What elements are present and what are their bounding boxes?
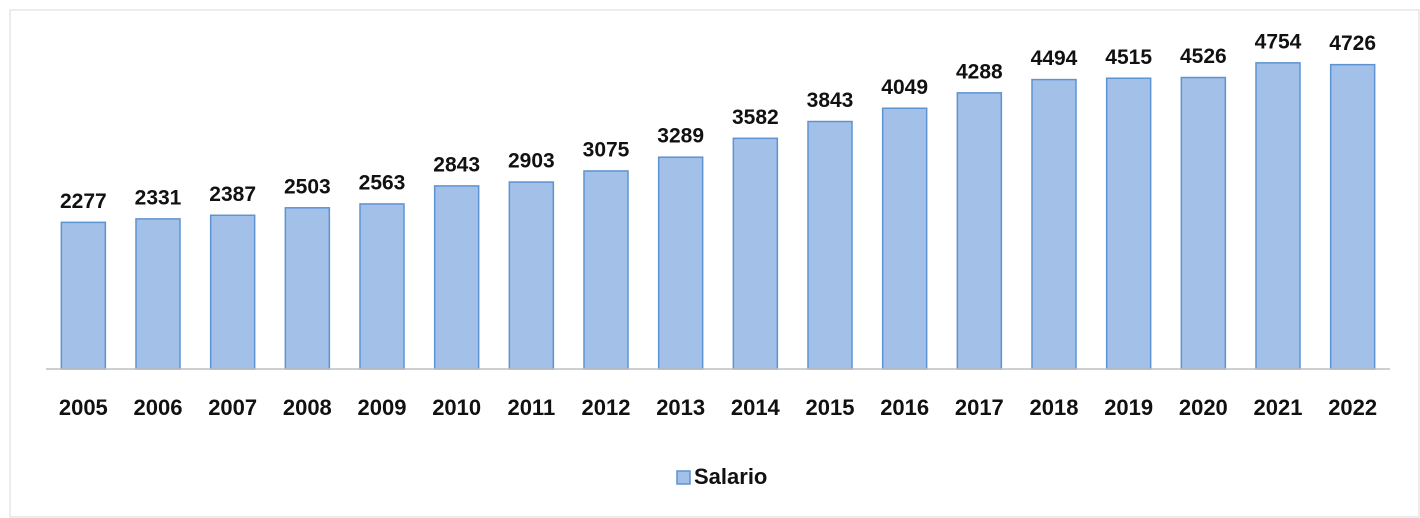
data-label: 4726 [1329, 32, 1376, 55]
bar [807, 120, 853, 370]
x-tick-label: 2011 [507, 395, 555, 420]
x-tick-label: 2013 [656, 395, 705, 420]
x-tick-label: 2017 [955, 395, 1004, 420]
x-tick-label: 2018 [1030, 395, 1079, 420]
x-tick-label: 2006 [134, 395, 183, 420]
bar [209, 214, 256, 370]
x-tick-label: 2009 [358, 395, 407, 420]
bar [508, 181, 555, 370]
x-tick-label: 2010 [432, 395, 481, 420]
data-label: 3075 [583, 139, 630, 162]
x-tick-label: 2007 [208, 395, 257, 420]
bar [135, 218, 181, 370]
x-tick-label: 2020 [1179, 395, 1228, 420]
bar [881, 107, 928, 370]
bar [1329, 63, 1376, 370]
x-tick-label: 2008 [283, 395, 332, 420]
bar [284, 207, 331, 370]
bar [956, 92, 1003, 370]
x-tick-label: 2012 [582, 395, 631, 420]
bar [583, 170, 629, 370]
bar [657, 156, 704, 370]
data-label: 4515 [1105, 46, 1152, 69]
x-tick-label: 2016 [880, 395, 929, 420]
data-label: 2903 [508, 150, 555, 173]
data-label: 3843 [807, 89, 854, 112]
data-label: 4494 [1031, 47, 1078, 70]
data-label: 2843 [433, 153, 480, 176]
legend-label: Salario [694, 464, 767, 489]
x-tick-label: 2019 [1104, 395, 1153, 420]
data-label: 4754 [1255, 30, 1302, 53]
x-tick-label: 2005 [59, 395, 108, 420]
bar [1105, 77, 1152, 370]
x-tick-label: 2022 [1328, 395, 1377, 420]
data-label: 4288 [956, 60, 1003, 83]
bar [1031, 78, 1077, 370]
bar [359, 203, 405, 370]
legend-swatch [676, 470, 691, 485]
data-label: 2277 [60, 190, 107, 213]
bar [732, 137, 779, 370]
data-label: 3582 [732, 106, 779, 129]
data-label: 2387 [209, 183, 256, 206]
data-label: 3289 [657, 125, 704, 148]
bar [433, 185, 480, 370]
chart-frame [9, 9, 1420, 518]
x-tick-label: 2014 [731, 395, 781, 420]
bar [60, 221, 107, 370]
data-label: 2331 [135, 186, 182, 209]
data-label: 2563 [359, 171, 406, 194]
data-label: 4526 [1180, 45, 1227, 68]
x-tick-label: 2015 [806, 395, 855, 420]
bar [1180, 76, 1227, 370]
bar [1255, 62, 1301, 370]
data-label: 4049 [881, 76, 928, 99]
data-label: 2503 [284, 175, 331, 198]
x-tick-label: 2021 [1254, 395, 1303, 420]
